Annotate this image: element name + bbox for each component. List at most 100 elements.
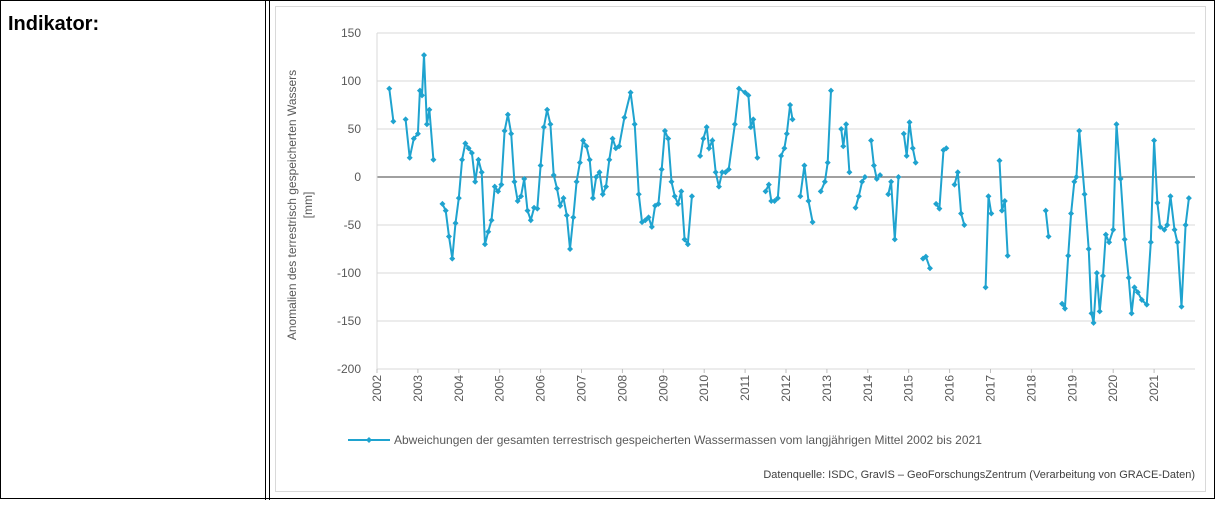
data-point xyxy=(1106,239,1113,246)
data-point xyxy=(846,169,853,176)
x-tick-label: 2011 xyxy=(738,375,752,401)
data-point xyxy=(951,181,958,188)
data-point xyxy=(449,255,456,262)
data-point xyxy=(410,135,417,142)
chart-frame xyxy=(275,6,1206,492)
data-point xyxy=(583,143,590,150)
x-tick-label: 2005 xyxy=(493,375,507,402)
data-point xyxy=(442,207,449,214)
data-point xyxy=(459,156,466,163)
data-point xyxy=(771,198,778,204)
data-point xyxy=(1004,252,1011,259)
data-point xyxy=(557,202,564,209)
x-tick-label: 2008 xyxy=(615,375,629,402)
data-point xyxy=(1088,310,1095,317)
data-point xyxy=(544,106,551,113)
data-point xyxy=(722,169,729,176)
x-tick-label: 2009 xyxy=(656,375,670,402)
data-point xyxy=(402,116,409,123)
data-point xyxy=(684,241,691,248)
x-tick-label: 2007 xyxy=(575,375,589,402)
data-point xyxy=(1164,222,1171,228)
data-point xyxy=(943,145,950,152)
data-point xyxy=(774,195,781,202)
data-point xyxy=(665,135,672,142)
data-point xyxy=(599,191,606,198)
data-point xyxy=(1117,175,1124,182)
x-tick-label: 2014 xyxy=(861,375,875,402)
data-point xyxy=(645,214,652,221)
data-point xyxy=(423,121,430,128)
x-tick-label: 2016 xyxy=(943,375,957,402)
data-point xyxy=(855,193,862,200)
data-point xyxy=(827,87,834,94)
data-point xyxy=(495,188,502,195)
data-point xyxy=(873,175,880,182)
data-point xyxy=(421,52,428,59)
data-point xyxy=(781,145,788,152)
data-point xyxy=(1061,305,1068,312)
data-point xyxy=(909,145,916,152)
data-point xyxy=(1121,236,1128,243)
data-point xyxy=(593,174,600,180)
data-point xyxy=(1134,289,1141,296)
data-point xyxy=(534,205,541,212)
y-tick-label: 0 xyxy=(354,170,361,184)
data-point xyxy=(511,178,518,185)
x-tick-label: 2021 xyxy=(1147,375,1161,402)
data-point xyxy=(681,236,688,243)
data-point xyxy=(1131,284,1138,291)
data-point xyxy=(547,121,554,128)
data-point xyxy=(1068,210,1075,217)
data-point xyxy=(661,127,668,134)
data-point xyxy=(709,137,716,144)
data-point xyxy=(573,178,580,185)
data-point xyxy=(891,236,898,243)
data-point xyxy=(1110,226,1117,233)
data-point xyxy=(430,156,437,163)
data-point xyxy=(478,169,485,176)
data-point xyxy=(445,233,452,240)
data-point xyxy=(1093,270,1100,276)
data-point xyxy=(1125,274,1132,281)
data-point xyxy=(888,178,895,185)
data-point xyxy=(1090,319,1097,326)
legend-label: Abweichungen der gesamten terrestrisch g… xyxy=(394,433,982,447)
x-tick-label: 2003 xyxy=(411,375,425,402)
data-point xyxy=(961,222,968,228)
data-point xyxy=(596,169,603,176)
data-point xyxy=(675,200,682,207)
data-point xyxy=(817,188,824,195)
x-tick-label: 2004 xyxy=(452,375,466,402)
x-tick-label: 2018 xyxy=(1024,375,1038,402)
data-point xyxy=(462,140,469,147)
data-point xyxy=(452,220,459,227)
data-point xyxy=(570,214,577,221)
data-point xyxy=(1178,303,1185,310)
data-point xyxy=(801,162,808,169)
data-point xyxy=(635,191,642,198)
data-point xyxy=(658,166,665,173)
data-point xyxy=(706,145,713,152)
data-point xyxy=(787,102,794,108)
data-point xyxy=(1073,174,1080,180)
data-point xyxy=(1171,226,1178,233)
data-point xyxy=(1065,252,1072,259)
data-point xyxy=(731,121,738,128)
data-point xyxy=(609,135,616,142)
data-point xyxy=(514,198,521,204)
data-point xyxy=(517,193,524,200)
data-point xyxy=(642,217,649,224)
data-point xyxy=(719,169,726,176)
data-point xyxy=(1185,195,1192,202)
data-point xyxy=(527,217,534,224)
data-point xyxy=(797,193,804,200)
y-tick-label: 150 xyxy=(341,26,361,40)
data-point xyxy=(783,130,790,137)
data-point xyxy=(426,106,433,113)
data-point xyxy=(895,174,902,180)
data-point xyxy=(455,195,462,202)
data-point xyxy=(1174,239,1181,246)
data-point xyxy=(521,175,528,182)
